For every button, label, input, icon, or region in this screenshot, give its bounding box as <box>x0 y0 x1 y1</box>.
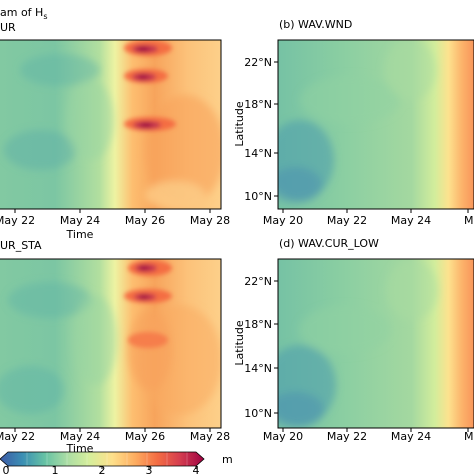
colorbar: 0 1 2 3 4 m <box>0 451 233 474</box>
figure-title-subscript: s <box>43 12 47 21</box>
panel-d-xtick-label: M <box>464 430 474 443</box>
panel-d-ytick-label: 10°N <box>244 407 272 420</box>
colorbar-ticks: 0 1 2 3 4 <box>3 464 200 474</box>
colorbar-tick-label: 0 <box>3 464 10 474</box>
panel-b-ytick-label: 22°N <box>244 56 272 69</box>
panel-c-x-ticks: May 22 May 24 May 26 May 28 <box>0 428 230 443</box>
panel-a-frame <box>0 39 222 210</box>
panel-d: (d) WAV.CUR_LOW 22°N 18°N 14°N 10°N Lati… <box>233 237 474 443</box>
panel-a-label: UR <box>0 21 16 34</box>
panel-d-ytick-label: 18°N <box>244 318 272 331</box>
panel-d-y-ticks: 22°N 18°N 14°N 10°N <box>244 275 278 420</box>
panel-d-x-ticks: May 20 May 22 May 24 M <box>263 428 474 443</box>
figure-title-text: am of H <box>0 6 43 19</box>
panel-a-xtick-label: May 28 <box>190 214 230 227</box>
panel-d-xtick-label: May 24 <box>391 430 431 443</box>
panel-b-y-ticks: 22°N 18°N 14°N 10°N <box>244 56 278 203</box>
panel-d-frame <box>277 258 474 429</box>
panel-c-xtick-label: May 28 <box>190 430 230 443</box>
panel-d-xtick-label: May 20 <box>263 430 303 443</box>
panel-c-xtick-label: May 26 <box>125 430 165 443</box>
panel-a-xtick-label: May 24 <box>60 214 100 227</box>
panel-d-xtick-label: May 22 <box>327 430 367 443</box>
panel-a-xtick-label: May 26 <box>125 214 165 227</box>
panel-b-xtick-label: May 20 <box>263 214 303 227</box>
panel-a-x-ticks: May 22 May 24 May 26 May 28 <box>0 209 230 227</box>
panel-b-ytick-label: 14°N <box>244 147 272 160</box>
colorbar-body <box>0 452 204 466</box>
figure-title: am of Hs <box>0 6 48 21</box>
panel-b-xtick-label: May 22 <box>327 214 367 227</box>
colorbar-tick-label: 4 <box>193 464 200 474</box>
panel-b-x-ticks: May 20 May 22 May 24 M <box>263 209 474 227</box>
panel-a-x-label: Time <box>66 228 94 241</box>
colorbar-tick-label: 2 <box>99 464 106 474</box>
colorbar-bands <box>26 452 188 466</box>
panel-d-ytick-label: 22°N <box>244 275 272 288</box>
panel-b: (b) WAV.WND 22°N 18°N 14°N 10°N Latitude <box>233 18 474 227</box>
colorbar-unit: m <box>222 453 233 466</box>
colorbar-tick-label: 3 <box>146 464 153 474</box>
panel-c: UR_STA <box>0 239 230 455</box>
panel-d-y-label: Latitude <box>233 320 246 366</box>
panel-a-xtick-label: May 22 <box>0 214 35 227</box>
panel-c-xtick-label: May 22 <box>0 430 35 443</box>
panel-c-label: UR_STA <box>0 239 42 252</box>
panel-d-ytick-label: 14°N <box>244 362 272 375</box>
panel-b-xtick-label: M <box>464 214 474 227</box>
colorbar-tick-label: 1 <box>52 464 59 474</box>
panel-a: May 22 May 24 May 26 May 28 Time <box>0 39 230 241</box>
panel-b-label: (b) WAV.WND <box>279 18 352 31</box>
panel-b-frame <box>277 39 474 210</box>
panel-b-ytick-label: 10°N <box>244 190 272 203</box>
panel-b-y-label: Latitude <box>233 101 246 147</box>
panel-b-xtick-label: May 24 <box>391 214 431 227</box>
panel-c-xtick-label: May 24 <box>60 430 100 443</box>
panel-b-ytick-label: 18°N <box>244 98 272 111</box>
panel-d-label: (d) WAV.CUR_LOW <box>279 237 379 250</box>
panel-c-frame <box>0 258 222 429</box>
